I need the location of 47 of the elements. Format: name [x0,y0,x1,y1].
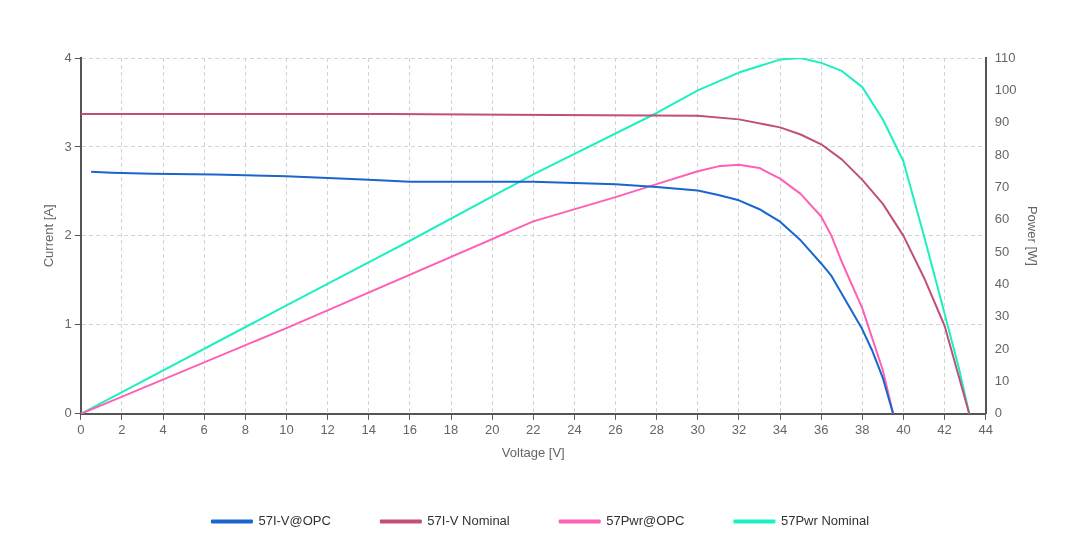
y-tick-label: 3 [64,138,72,154]
y-tick-label: 2 [64,227,72,243]
x-tick-label: 20 [484,422,500,438]
y2-tick-label: 110 [994,49,1016,65]
y2-tick-label: 90 [994,114,1010,130]
x-tick-label: 6 [200,422,208,438]
x-tick-label: 34 [772,422,788,438]
y-tick-label: 4 [64,49,72,65]
x-axis-title: Voltage [V] [501,444,565,460]
x-tick-label: 32 [731,422,747,438]
x-tick-label: 8 [241,422,249,438]
x-tick-label: 26 [608,422,623,438]
x-tick-label: 12 [320,422,335,438]
y2-tick-label: 30 [994,308,1010,324]
x-tick-label: 38 [855,422,870,438]
y-tick-label: 0 [64,405,72,421]
x-tick-label: 0 [77,422,85,438]
legend-label: 57I-V@OPC [258,513,331,529]
x-tick-label: 22 [526,422,541,438]
x-tick-label: 10 [279,422,294,438]
y2-tick-label: 20 [994,340,1010,356]
x-tick-label: 14 [361,422,376,438]
x-tick-label: 2 [118,422,126,438]
legend-label: 57Pwr@OPC [606,513,685,529]
y2-tick-label: 70 [994,178,1010,194]
x-tick-label: 40 [896,422,911,438]
y2-tick-label: 100 [994,81,1017,97]
x-tick-label: 16 [402,422,418,438]
x-tick-label: 44 [978,422,993,438]
x-tick-label: 4 [159,422,167,438]
x-tick-label: 36 [813,422,829,438]
y-tick-label: 1 [64,316,72,332]
x-tick-label: 28 [649,422,664,438]
x-tick-label: 30 [690,422,706,438]
x-tick-label: 18 [443,422,459,438]
legend-label: 57Pwr Nominal [780,513,870,529]
y2-tick-label: 40 [994,276,1010,291]
y2-axis-title: Power [W] [1024,205,1040,266]
y-axis-title: Current [A] [41,204,57,268]
x-tick-label: 42 [937,422,952,438]
y2-tick-label: 10 [994,373,1010,389]
y2-tick-label: 80 [994,146,1010,162]
x-tick-label: 24 [567,422,582,438]
legend-label: 57I-V Nominal [427,513,510,529]
y2-tick-label: 50 [994,243,1010,259]
y2-tick-label: 60 [994,211,1010,227]
y2-tick-label: 0 [994,405,1002,421]
